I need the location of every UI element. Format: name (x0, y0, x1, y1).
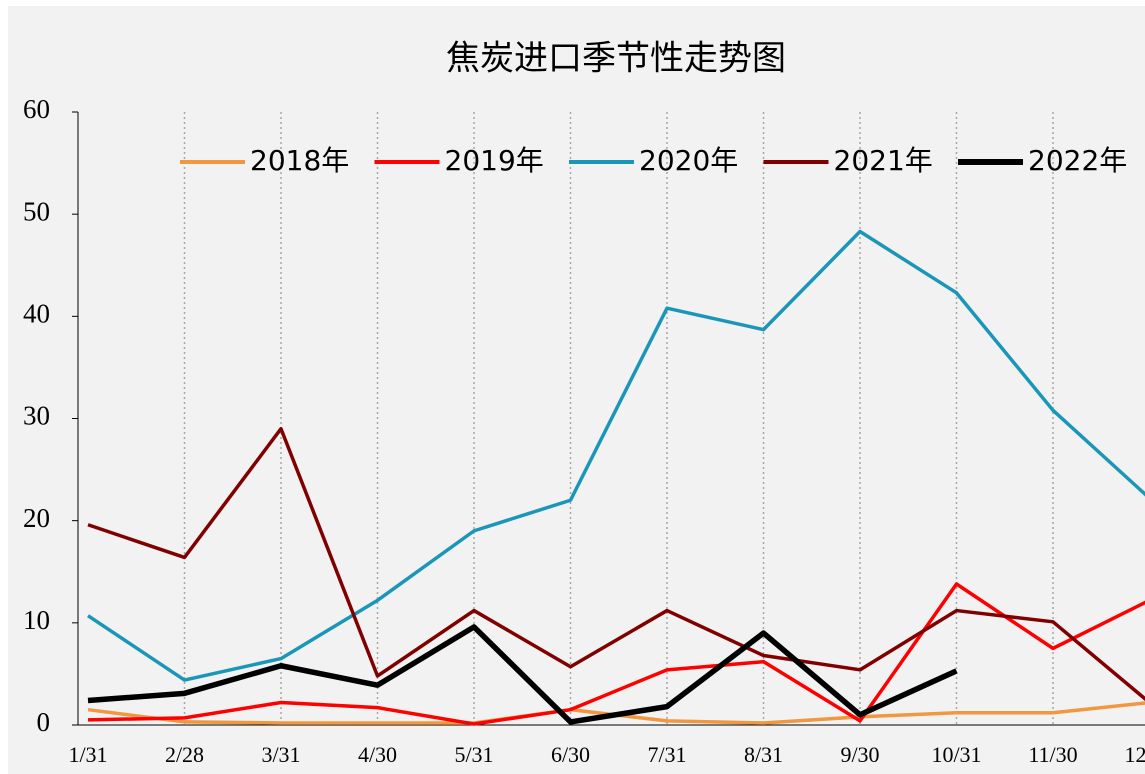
x-tick-label: 8/31 (744, 742, 783, 767)
legend-label: 2019年 (445, 144, 544, 177)
y-tick-label: 20 (23, 503, 50, 533)
x-tick-label: 2/28 (165, 742, 204, 767)
series-line (87, 582, 1145, 726)
x-tick-label: 1/31 (68, 742, 107, 767)
y-tick-label: 60 (23, 94, 50, 124)
x-tick-label: 5/31 (454, 742, 493, 767)
x-tick-label: 6/30 (551, 742, 590, 767)
x-tick-label: 4/30 (358, 742, 397, 767)
chart-background (8, 6, 1145, 774)
legend-label: 2018年 (250, 144, 349, 177)
series-line (87, 624, 958, 725)
y-tick-label: 30 (23, 401, 50, 431)
x-tick-label: 10/31 (931, 742, 981, 767)
y-tick-label: 40 (23, 299, 50, 329)
x-tick-label: 11/30 (1028, 742, 1077, 767)
legend-label: 2021年 (834, 144, 933, 177)
series-line (87, 426, 1145, 702)
x-tick-label: 12/31 (1124, 742, 1145, 767)
x-tick-label: 9/30 (840, 742, 879, 767)
series-line (87, 229, 1145, 682)
x-tick-label: 3/31 (261, 742, 300, 767)
y-tick-label: 10 (23, 605, 50, 635)
chart-title: 焦炭进口季节性走势图 (446, 39, 786, 79)
legend-label: 2020年 (639, 144, 738, 177)
y-tick-label: 0 (37, 707, 51, 737)
legend-label: 2022年 (1028, 144, 1127, 177)
y-tick-label: 50 (23, 196, 50, 226)
x-tick-label: 7/31 (647, 742, 686, 767)
